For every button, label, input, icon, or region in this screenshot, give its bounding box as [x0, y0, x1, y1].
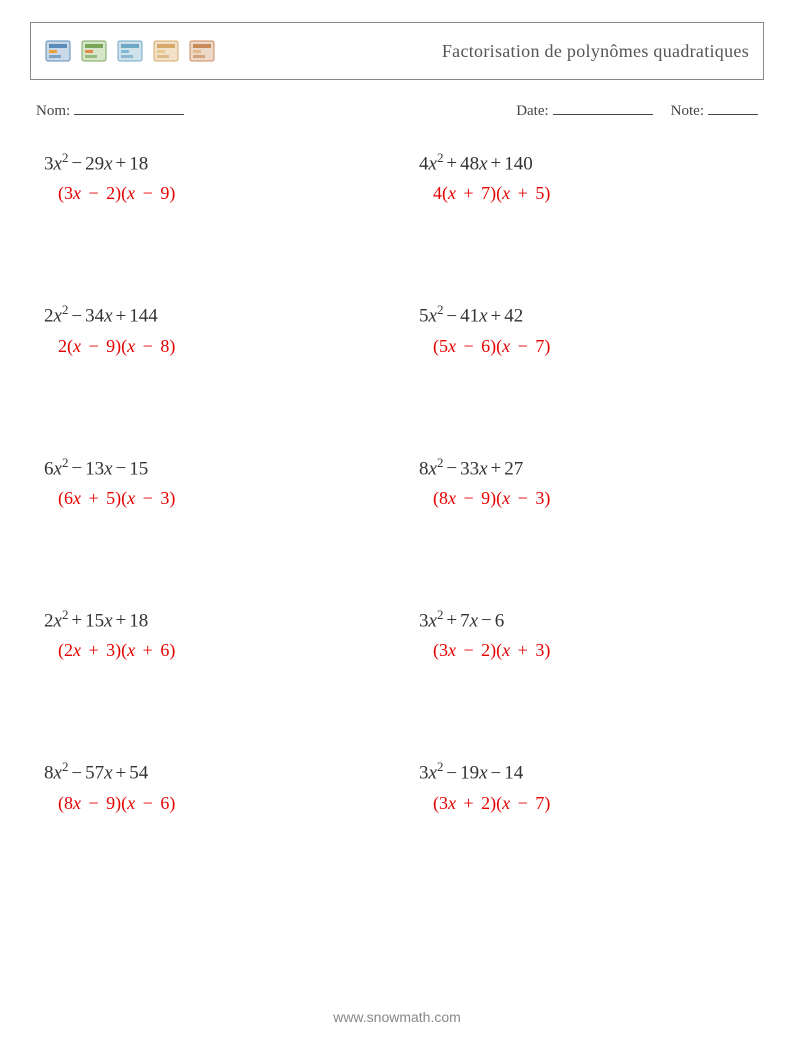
- header-box: Factorisation de polynômes quadratiques: [30, 22, 764, 80]
- problem-7-expression: 2x2+15x+18: [44, 607, 379, 632]
- list-icon: [81, 38, 107, 64]
- problem-4-answer: (5x − 6)(x − 7): [419, 336, 754, 357]
- problem-1: 3x2−29x+18 (3x − 2)(x − 9): [44, 150, 379, 204]
- note-label: Note:: [671, 103, 704, 120]
- table-icon: [153, 38, 179, 64]
- problem-10-expression: 3x2−19x−14: [419, 759, 754, 784]
- problem-6-answer: (8x − 9)(x − 3): [419, 488, 754, 509]
- problem-3-expression: 2x2−34x+144: [44, 302, 379, 327]
- header-icon-row: [45, 38, 215, 64]
- date-blank: [553, 100, 653, 115]
- problem-2-expression: 4x2+48x+140: [419, 150, 754, 175]
- note-blank: [708, 100, 758, 115]
- problem-7-answer: (2x + 3)(x + 6): [44, 640, 379, 661]
- problem-1-expression: 3x2−29x+18: [44, 150, 379, 175]
- problem-7: 2x2+15x+18 (2x + 3)(x + 6): [44, 607, 379, 661]
- problem-1-answer: (3x − 2)(x − 9): [44, 183, 379, 204]
- problem-10: 3x2−19x−14 (3x + 2)(x − 7): [419, 759, 754, 813]
- problem-4: 5x2−41x+42 (5x − 6)(x − 7): [419, 302, 754, 356]
- problem-5-expression: 6x2−13x−15: [44, 455, 379, 480]
- worksheet-page: Factorisation de polynômes quadratiques …: [0, 0, 794, 814]
- problem-4-expression: 5x2−41x+42: [419, 302, 754, 327]
- problem-9-expression: 8x2−57x+54: [44, 759, 379, 784]
- name-label: Nom:: [36, 103, 70, 120]
- problem-10-answer: (3x + 2)(x − 7): [419, 793, 754, 814]
- calculator-icon: [45, 38, 71, 64]
- problem-5-answer: (6x + 5)(x − 3): [44, 488, 379, 509]
- problem-3-answer: 2(x − 9)(x − 8): [44, 336, 379, 357]
- problem-9-answer: (8x − 9)(x − 6): [44, 793, 379, 814]
- problem-3: 2x2−34x+144 2(x − 9)(x − 8): [44, 302, 379, 356]
- name-blank: [74, 100, 184, 115]
- date-note-group: Date: Note:: [516, 100, 758, 120]
- problem-2: 4x2+48x+140 4(x + 7)(x + 5): [419, 150, 754, 204]
- problem-9: 8x2−57x+54 (8x − 9)(x − 6): [44, 759, 379, 813]
- problem-8-answer: (3x − 2)(x + 3): [419, 640, 754, 661]
- book-icon: [117, 38, 143, 64]
- footer-text: www.snowmath.com: [333, 1009, 461, 1025]
- footer: www.snowmath.com: [0, 1009, 794, 1025]
- date-label: Date:: [516, 103, 548, 120]
- problem-2-answer: 4(x + 7)(x + 5): [419, 183, 754, 204]
- problem-6: 8x2−33x+27 (8x − 9)(x − 3): [419, 455, 754, 509]
- problem-6-expression: 8x2−33x+27: [419, 455, 754, 480]
- meta-row: Nom: Date: Note:: [30, 100, 764, 120]
- problem-8-expression: 3x2+7x−6: [419, 607, 754, 632]
- problem-8: 3x2+7x−6 (3x − 2)(x + 3): [419, 607, 754, 661]
- worksheet-title: Factorisation de polynômes quadratiques: [442, 41, 749, 62]
- shop-icon: [189, 38, 215, 64]
- problem-5: 6x2−13x−15 (6x + 5)(x − 3): [44, 455, 379, 509]
- name-field: Nom:: [36, 100, 184, 120]
- problems-grid: 3x2−29x+18 (3x − 2)(x − 9) 4x2+48x+140 4(x …: [30, 150, 764, 814]
